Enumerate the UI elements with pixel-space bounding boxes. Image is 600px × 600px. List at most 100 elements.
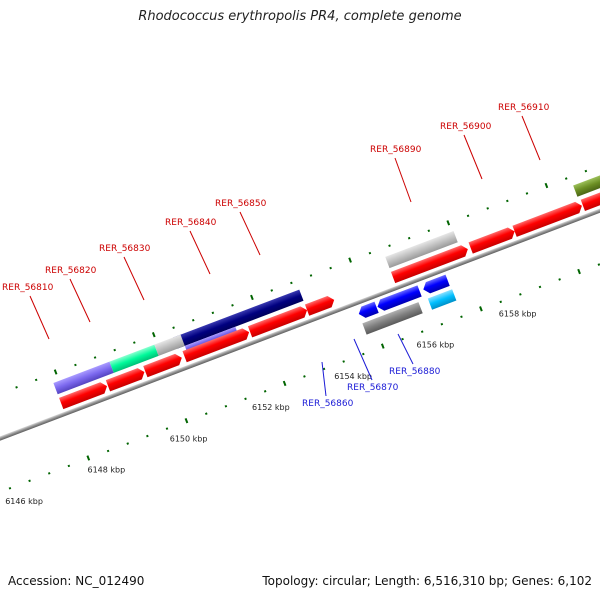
minor-tick-mark (525, 192, 529, 195)
gene-label[interactable]: RER_56910 (498, 103, 550, 113)
gene-leader-line (123, 256, 145, 301)
gene-leader-line (394, 157, 412, 203)
major-tick-mark (184, 417, 189, 424)
minor-tick-mark (329, 266, 332, 270)
gene-leader-line (189, 230, 211, 275)
major-tick-mark (53, 369, 58, 375)
minor-tick-mark (499, 300, 503, 304)
gene-arrow-red-7[interactable] (390, 243, 470, 284)
gene-arrow-red-1[interactable] (59, 381, 109, 410)
minor-tick-mark (113, 348, 116, 352)
major-tick-mark (544, 182, 549, 189)
genome-title: Rhodococcus erythropolis PR4, complete g… (138, 9, 462, 24)
genome-summary-text: Topology: circular; Length: 6,516,310 bp… (262, 574, 592, 588)
major-tick-mark (282, 380, 287, 387)
minor-tick-mark (34, 378, 38, 382)
minor-tick-mark (368, 251, 372, 255)
gene-arrow-red-10[interactable] (580, 184, 600, 212)
minor-tick-mark (290, 281, 293, 285)
gene-block-light-gray-2[interactable] (385, 230, 458, 269)
minor-tick-mark (165, 427, 169, 430)
minor-tick-mark (460, 315, 463, 319)
minor-tick-mark (270, 289, 274, 292)
scale-label: 6158 kbp (499, 309, 537, 318)
minor-tick-mark (8, 486, 12, 490)
gene-block-light-gray[interactable] (154, 334, 185, 356)
scale-label: 6156 kbp (417, 341, 455, 350)
gene-arrow-blue-2[interactable] (375, 285, 422, 312)
gene-label[interactable]: RER_56900 (440, 122, 492, 132)
scale-label: 6150 kbp (170, 434, 208, 443)
major-tick-mark (86, 455, 91, 461)
minor-tick-mark (47, 472, 51, 475)
scale-label: 6146 kbp (5, 497, 43, 506)
gene-arrow-red-8[interactable] (468, 226, 517, 254)
gene-label[interactable]: RER_56870 (347, 383, 399, 393)
minor-tick-mark (506, 199, 509, 203)
gene-label[interactable]: RER_56840 (165, 218, 217, 228)
minor-tick-mark (303, 375, 306, 378)
major-tick-mark (380, 343, 385, 349)
gene-label[interactable]: RER_56810 (2, 283, 54, 293)
minor-tick-mark (538, 285, 542, 289)
gene-arrow-red-9[interactable] (512, 200, 584, 237)
gene-arrow-red-3[interactable] (143, 352, 184, 378)
minor-tick-mark (388, 244, 391, 247)
gene-block-gray[interactable] (362, 302, 423, 335)
accession-text: Accession: NC_012490 (8, 574, 145, 588)
gene-leader-line (397, 333, 414, 365)
gene-arrow-slate-blue-left[interactable] (53, 361, 114, 395)
major-tick-mark (348, 257, 352, 263)
minor-tick-mark (486, 207, 489, 210)
gene-label[interactable]: RER_56850 (215, 199, 267, 209)
lower-scale-row (8, 263, 600, 490)
minor-tick-mark (244, 397, 247, 401)
minor-tick-mark (407, 236, 411, 240)
minor-tick-mark (106, 449, 110, 453)
gene-label[interactable]: RER_56860 (302, 399, 354, 409)
rotated-track-group: 6146 kbp 6148 kbp 6150 kbp 6152 kbp 6154 kbp… (0, 169, 600, 506)
major-tick-mark (250, 294, 254, 301)
gene-block-deep-sky[interactable] (427, 289, 457, 310)
minor-tick-mark (204, 412, 208, 415)
gene-arrow-red-6[interactable] (304, 294, 336, 316)
gene-arrow-dark-blue[interactable] (173, 289, 304, 349)
gene-leader-line (353, 338, 373, 381)
minor-tick-mark (263, 390, 267, 393)
gene-arrow-red-4[interactable] (182, 327, 251, 363)
gene-arrow-blue-3[interactable] (421, 274, 450, 295)
gene-arrow-red-5[interactable] (247, 305, 309, 338)
minor-tick-mark (401, 337, 404, 341)
genome-backbone (0, 177, 600, 459)
gene-leader-line (321, 361, 327, 397)
gene-leader-line (29, 295, 50, 340)
minor-tick-mark (309, 274, 313, 277)
minor-tick-mark (420, 330, 424, 333)
gene-block-spring-green[interactable] (109, 344, 159, 373)
gene-label[interactable]: RER_56820 (45, 266, 97, 276)
minor-tick-mark (519, 293, 522, 296)
minor-tick-mark (126, 442, 130, 445)
gene-arrow-red-2[interactable] (105, 366, 147, 392)
minor-tick-mark (558, 278, 561, 281)
minor-tick-mark (211, 311, 215, 315)
gene-arrow-blue-1[interactable] (357, 301, 379, 320)
minor-tick-mark (191, 318, 195, 322)
gene-leader-line (463, 134, 483, 180)
gene-label[interactable]: RER_56830 (99, 244, 151, 254)
scale-label: 6148 kbp (87, 466, 125, 475)
minor-tick-mark (93, 356, 97, 359)
minor-tick-mark (440, 322, 444, 326)
upper-tick-row (15, 169, 588, 389)
minor-tick-mark (231, 304, 234, 307)
major-tick-mark (446, 220, 451, 226)
minor-tick-mark (74, 363, 77, 367)
gene-block-olive[interactable] (573, 169, 600, 197)
gene-label[interactable]: RER_56880 (389, 367, 441, 377)
minor-tick-mark (28, 479, 31, 483)
minor-tick-mark (133, 341, 136, 344)
gene-label[interactable]: RER_56890 (370, 145, 422, 155)
major-tick-mark (577, 268, 581, 275)
